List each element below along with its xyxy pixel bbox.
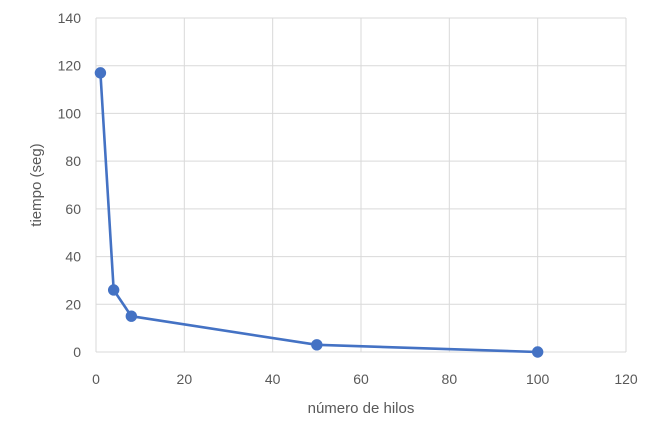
data-point (94, 67, 107, 79)
data-point (311, 339, 323, 351)
y-tick-label: 0 (73, 344, 81, 360)
x-tick-label: 120 (614, 371, 638, 387)
y-axis-title: tiempo (seg) (28, 143, 45, 226)
gridlines (95, 17, 627, 353)
x-tick-label: 40 (265, 371, 281, 387)
tick-labels: 0 20 40 60 80 100 120 140 0 20 40 60 80 100 120 (58, 10, 638, 387)
series-group (94, 67, 544, 358)
data-point (125, 310, 138, 322)
y-tick-label: 60 (65, 201, 81, 217)
data-point (531, 346, 544, 358)
y-tick-label: 80 (65, 153, 81, 169)
x-tick-label: 80 (442, 371, 458, 387)
y-tick-label: 120 (58, 58, 82, 74)
y-tick-label: 100 (58, 105, 82, 121)
data-point (107, 284, 120, 296)
series-line (99, 71, 539, 354)
x-tick-label: 60 (353, 371, 369, 387)
x-tick-label: 20 (177, 371, 193, 387)
y-tick-label: 140 (58, 10, 82, 26)
x-axis-title: número de hilos (308, 400, 415, 417)
x-tick-label: 100 (526, 371, 550, 387)
y-tick-label: 20 (65, 296, 81, 312)
x-tick-label: 0 (92, 371, 100, 387)
y-tick-label: 40 (65, 249, 81, 265)
